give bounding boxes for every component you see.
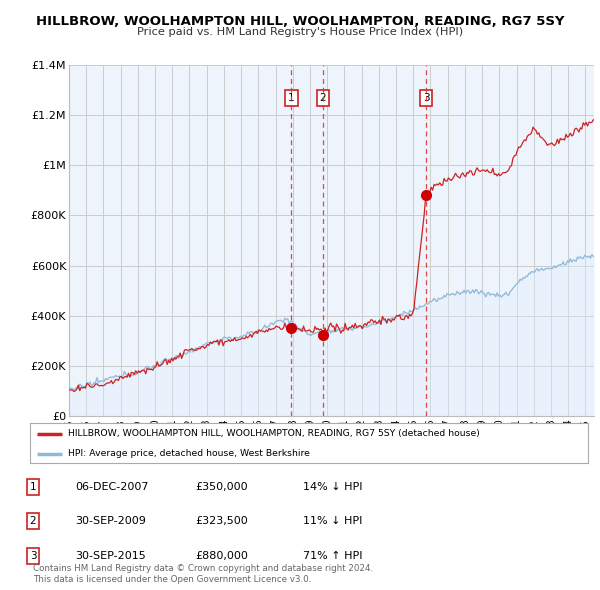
Text: £323,500: £323,500 [195,516,248,526]
Text: 3: 3 [29,551,37,560]
Text: HILLBROW, WOOLHAMPTON HILL, WOOLHAMPTON, READING, RG7 5SY: HILLBROW, WOOLHAMPTON HILL, WOOLHAMPTON,… [36,15,564,28]
Text: 2: 2 [29,516,37,526]
Text: 71% ↑ HPI: 71% ↑ HPI [303,551,362,560]
Text: 1: 1 [29,482,37,491]
Text: 1: 1 [288,93,295,103]
Text: This data is licensed under the Open Government Licence v3.0.: This data is licensed under the Open Gov… [33,575,311,584]
Text: Contains HM Land Registry data © Crown copyright and database right 2024.: Contains HM Land Registry data © Crown c… [33,565,373,573]
Text: Price paid vs. HM Land Registry's House Price Index (HPI): Price paid vs. HM Land Registry's House … [137,27,463,37]
Text: £880,000: £880,000 [195,551,248,560]
Text: 2: 2 [320,93,326,103]
Text: 11% ↓ HPI: 11% ↓ HPI [303,516,362,526]
Text: HILLBROW, WOOLHAMPTON HILL, WOOLHAMPTON, READING, RG7 5SY (detached house): HILLBROW, WOOLHAMPTON HILL, WOOLHAMPTON,… [68,430,479,438]
Text: 30-SEP-2015: 30-SEP-2015 [75,551,146,560]
Text: 3: 3 [423,93,430,103]
Text: 06-DEC-2007: 06-DEC-2007 [75,482,149,491]
Text: 14% ↓ HPI: 14% ↓ HPI [303,482,362,491]
Text: HPI: Average price, detached house, West Berkshire: HPI: Average price, detached house, West… [68,450,310,458]
Text: £350,000: £350,000 [195,482,248,491]
Text: 30-SEP-2009: 30-SEP-2009 [75,516,146,526]
